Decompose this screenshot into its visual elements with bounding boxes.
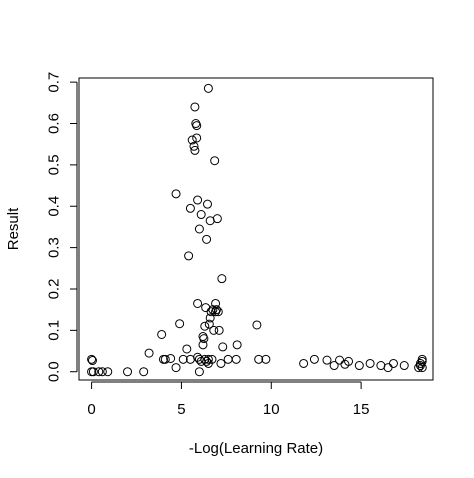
data-point xyxy=(207,354,217,364)
y-tick-label: 0.0 xyxy=(46,361,63,382)
data-point xyxy=(254,354,264,364)
data-point xyxy=(344,356,354,366)
data-point xyxy=(190,145,200,155)
data-point xyxy=(139,367,149,377)
data-points xyxy=(87,83,427,377)
data-point xyxy=(218,342,228,352)
data-point xyxy=(171,363,181,373)
data-point xyxy=(212,214,222,224)
data-point xyxy=(193,195,203,205)
data-point xyxy=(205,313,215,323)
data-point xyxy=(175,319,185,329)
data-point xyxy=(123,367,133,377)
x-tick-label: 5 xyxy=(177,401,185,418)
data-point xyxy=(354,361,364,371)
data-point xyxy=(171,189,181,199)
data-point xyxy=(252,320,262,330)
x-tick-label: 10 xyxy=(263,401,280,418)
data-point xyxy=(203,354,213,364)
y-tick-label: 0.3 xyxy=(46,237,63,258)
data-point xyxy=(202,356,212,366)
x-axis: 0 5 10 15 xyxy=(87,381,370,418)
y-tick-label: 0.6 xyxy=(46,113,63,134)
data-point xyxy=(190,102,200,112)
data-point xyxy=(335,355,345,365)
data-point xyxy=(198,340,208,350)
y-axis: 0.0 0.1 0.2 0.3 0.4 0.5 0.6 0.7 xyxy=(46,72,78,382)
data-point xyxy=(194,224,204,234)
data-point xyxy=(231,354,241,364)
data-point xyxy=(184,251,194,261)
data-point xyxy=(415,358,425,368)
x-tick-label: 15 xyxy=(353,401,370,418)
data-point xyxy=(185,203,195,213)
data-point xyxy=(208,305,218,315)
data-point xyxy=(210,156,220,166)
data-point xyxy=(88,367,98,377)
data-point xyxy=(383,363,393,373)
x-axis-label: -Log(Learning Rate) xyxy=(189,440,323,457)
data-point xyxy=(178,354,188,364)
data-point xyxy=(144,348,154,358)
data-point xyxy=(365,358,375,368)
data-point xyxy=(157,329,167,339)
data-point xyxy=(206,307,216,317)
data-point xyxy=(194,367,204,377)
data-point xyxy=(182,344,192,354)
data-point xyxy=(322,355,332,365)
y-tick-label: 0.5 xyxy=(46,154,63,175)
data-point xyxy=(189,141,199,151)
data-point xyxy=(417,356,427,366)
data-point xyxy=(87,356,97,366)
data-point xyxy=(200,321,210,331)
data-point xyxy=(216,358,226,368)
data-point xyxy=(232,340,242,350)
data-point xyxy=(87,354,97,364)
data-point xyxy=(204,319,214,329)
data-point xyxy=(415,361,425,371)
y-axis-label: Result xyxy=(5,207,22,250)
data-point xyxy=(388,358,398,368)
data-point xyxy=(223,354,233,364)
data-point xyxy=(193,298,203,308)
data-point xyxy=(211,305,221,315)
data-point xyxy=(309,354,319,364)
data-point xyxy=(261,354,271,364)
data-point xyxy=(103,367,113,377)
data-point xyxy=(213,307,223,317)
x-tick-label: 0 xyxy=(87,401,95,418)
data-point xyxy=(160,354,170,364)
data-point xyxy=(199,334,209,344)
y-tick-label: 0.4 xyxy=(46,196,63,217)
data-point xyxy=(192,121,202,131)
data-point xyxy=(217,274,227,284)
data-point xyxy=(203,83,213,93)
data-point xyxy=(202,199,212,209)
data-point xyxy=(209,325,219,335)
data-point xyxy=(192,133,202,143)
data-point xyxy=(399,361,409,371)
data-point xyxy=(94,367,104,377)
data-point xyxy=(187,135,197,145)
data-point xyxy=(214,325,224,335)
y-tick-label: 0.1 xyxy=(46,320,63,341)
y-tick-label: 0.2 xyxy=(46,279,63,300)
data-point xyxy=(202,234,212,244)
data-point xyxy=(97,367,107,377)
y-tick-label: 0.7 xyxy=(46,72,63,93)
data-point xyxy=(299,358,309,368)
data-point xyxy=(329,361,339,371)
data-point xyxy=(417,363,427,373)
data-point xyxy=(166,353,176,363)
plot-frame xyxy=(78,77,434,381)
data-point xyxy=(196,210,206,220)
